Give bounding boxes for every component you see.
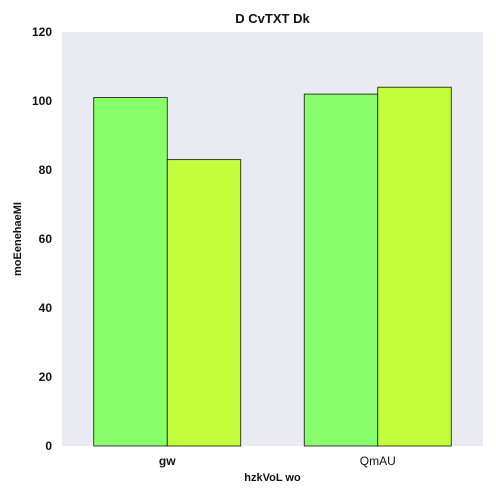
y-tick-label: 120 [32, 25, 52, 39]
y-tick-label: 80 [39, 163, 53, 177]
y-tick-label: 60 [39, 232, 53, 246]
y-tick-label: 40 [39, 301, 53, 315]
y-tick-label: 100 [32, 94, 52, 108]
x-axis-label: hzkVoL wo [244, 472, 301, 484]
bars [93, 86, 452, 447]
y-axis-label: moEenehaeMI [12, 202, 24, 276]
y-tick-label: 0 [45, 439, 52, 453]
bar-QmAU-series-2 [377, 86, 452, 447]
x-tick-label: QmAU [360, 454, 396, 468]
y-tick-label: 20 [39, 370, 53, 384]
x-tick-label: gw [159, 454, 176, 468]
bar-gw-series-2 [166, 159, 242, 447]
chart-title: D CvTXT Dk [235, 11, 310, 26]
y-axis-ticks: 0 20 40 60 80 100 120 [32, 25, 52, 453]
bar-gw-series-1 [93, 97, 168, 447]
x-axis-ticks: gw QmAU [159, 454, 396, 468]
bar-QmAU-series-1 [303, 93, 379, 447]
